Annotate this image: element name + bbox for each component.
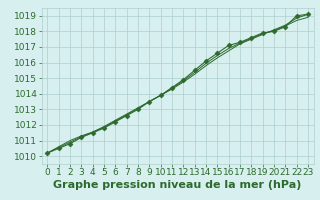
X-axis label: Graphe pression niveau de la mer (hPa): Graphe pression niveau de la mer (hPa): [53, 180, 302, 190]
